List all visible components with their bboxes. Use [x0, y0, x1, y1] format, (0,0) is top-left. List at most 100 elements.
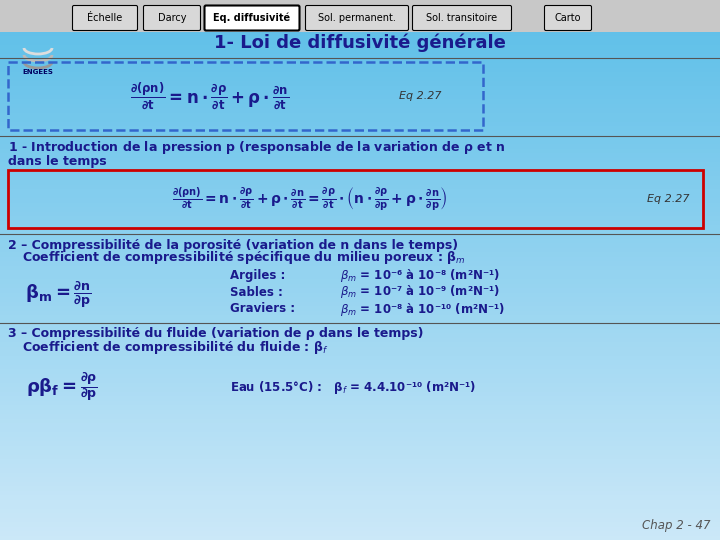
- Bar: [0, 423, 720, 428]
- Text: 2 – Compressibilité de la porosité (variation de n dans le temps): 2 – Compressibilité de la porosité (vari…: [8, 239, 458, 252]
- Text: 1- Loi de diffusivité générale: 1- Loi de diffusivité générale: [214, 33, 506, 52]
- Bar: [0, 126, 720, 131]
- Bar: [0, 85, 720, 90]
- Bar: [0, 239, 720, 243]
- Bar: [0, 14, 720, 18]
- Text: Chap 2 - 47: Chap 2 - 47: [642, 519, 710, 532]
- Bar: [0, 414, 720, 418]
- Bar: [0, 81, 720, 85]
- Bar: [0, 495, 720, 500]
- Bar: [0, 509, 720, 513]
- Text: Sol. transitoire: Sol. transitoire: [426, 13, 498, 23]
- Text: $\beta_m$ = 10⁻⁸ à 10⁻¹⁰ (m²N⁻¹): $\beta_m$ = 10⁻⁸ à 10⁻¹⁰ (m²N⁻¹): [340, 300, 505, 318]
- Text: Carto: Carto: [554, 13, 581, 23]
- Bar: [0, 522, 720, 526]
- Bar: [0, 266, 720, 270]
- Bar: [0, 243, 720, 247]
- Bar: [0, 72, 720, 77]
- Text: $\mathbf{\rho\beta_f = \frac{\partial \rho}{\partial p}}$: $\mathbf{\rho\beta_f = \frac{\partial \r…: [26, 370, 98, 404]
- Bar: [0, 54, 720, 58]
- Text: Coefficient de compressibilité du fluide : β$_f$: Coefficient de compressibilité du fluide…: [22, 340, 328, 356]
- Text: Argiles :: Argiles :: [230, 268, 285, 281]
- Bar: [0, 378, 720, 382]
- Bar: [0, 45, 720, 50]
- Bar: [0, 185, 720, 189]
- Bar: [0, 193, 720, 198]
- Bar: [0, 176, 720, 180]
- Bar: [0, 117, 720, 122]
- Bar: [0, 166, 720, 171]
- Bar: [0, 0, 720, 32]
- Bar: [0, 500, 720, 504]
- Text: Eq 2.27: Eq 2.27: [399, 91, 441, 101]
- Bar: [0, 513, 720, 517]
- Bar: [0, 122, 720, 126]
- Text: Eau (15.5°C) :   β$_f$ = 4.4.10⁻¹⁰ (m²N⁻¹): Eau (15.5°C) : β$_f$ = 4.4.10⁻¹⁰ (m²N⁻¹): [230, 379, 476, 395]
- Bar: [0, 297, 720, 301]
- Bar: [0, 382, 720, 387]
- Bar: [0, 9, 720, 14]
- Bar: [0, 409, 720, 414]
- Bar: [0, 284, 720, 288]
- Text: dans le temps: dans le temps: [8, 156, 107, 168]
- Bar: [0, 31, 720, 36]
- Bar: [0, 256, 720, 261]
- Bar: [0, 247, 720, 252]
- Bar: [0, 468, 720, 472]
- Text: Échelle: Échelle: [87, 13, 122, 23]
- Bar: [0, 212, 720, 216]
- Bar: [0, 158, 720, 162]
- Bar: [0, 270, 720, 274]
- Bar: [0, 279, 720, 284]
- Bar: [0, 63, 720, 68]
- Bar: [0, 94, 720, 99]
- Text: $\mathbf{1}$ - Introduction de la pression p (responsable de la variation de ρ e: $\mathbf{1}$ - Introduction de la pressi…: [8, 139, 505, 157]
- Bar: [0, 104, 720, 108]
- Bar: [0, 293, 720, 297]
- Bar: [0, 338, 720, 342]
- Text: Eq 2.27: Eq 2.27: [647, 194, 689, 204]
- Bar: [0, 396, 720, 401]
- Bar: [0, 301, 720, 306]
- FancyBboxPatch shape: [413, 5, 511, 30]
- Bar: [0, 347, 720, 351]
- Bar: [0, 216, 720, 220]
- Bar: [0, 536, 720, 540]
- Text: Darcy: Darcy: [158, 13, 186, 23]
- Bar: [0, 472, 720, 477]
- Bar: [0, 99, 720, 104]
- Bar: [0, 90, 720, 94]
- Bar: [0, 230, 720, 234]
- Bar: [0, 40, 720, 45]
- Text: 3 – Compressibilité du fluide (variation de ρ dans le temps): 3 – Compressibilité du fluide (variation…: [8, 327, 423, 341]
- Bar: [0, 36, 720, 40]
- Bar: [0, 162, 720, 166]
- Bar: [0, 418, 720, 423]
- Bar: [0, 58, 720, 63]
- Bar: [0, 202, 720, 207]
- Bar: [0, 320, 720, 324]
- Bar: [0, 342, 720, 347]
- Text: Sol. permanent.: Sol. permanent.: [318, 13, 396, 23]
- Text: $\beta_m$ = 10⁻⁷ à 10⁻⁹ (m²N⁻¹): $\beta_m$ = 10⁻⁷ à 10⁻⁹ (m²N⁻¹): [340, 284, 500, 300]
- Text: Eq. diffusivité: Eq. diffusivité: [213, 13, 291, 23]
- Bar: [0, 477, 720, 482]
- Bar: [0, 261, 720, 266]
- Bar: [0, 198, 720, 202]
- Bar: [0, 153, 720, 158]
- Bar: [0, 333, 720, 338]
- FancyBboxPatch shape: [305, 5, 408, 30]
- Bar: [0, 148, 720, 153]
- Text: Graviers :: Graviers :: [230, 302, 295, 315]
- Bar: [0, 234, 720, 239]
- Bar: [0, 432, 720, 436]
- Bar: [0, 441, 720, 445]
- Text: $\mathbf{\frac{\partial(\rho n)}{\partial t} = n \cdot \frac{\partial \rho}{\par: $\mathbf{\frac{\partial(\rho n)}{\partia…: [172, 185, 448, 213]
- Bar: [0, 369, 720, 374]
- Bar: [0, 68, 720, 72]
- Bar: [0, 180, 720, 185]
- Text: Coefficient de compressibilité spécifique du milieu poreux : β$_m$: Coefficient de compressibilité spécifiqu…: [22, 249, 466, 267]
- Bar: [0, 446, 720, 450]
- Bar: [0, 450, 720, 455]
- FancyBboxPatch shape: [73, 5, 138, 30]
